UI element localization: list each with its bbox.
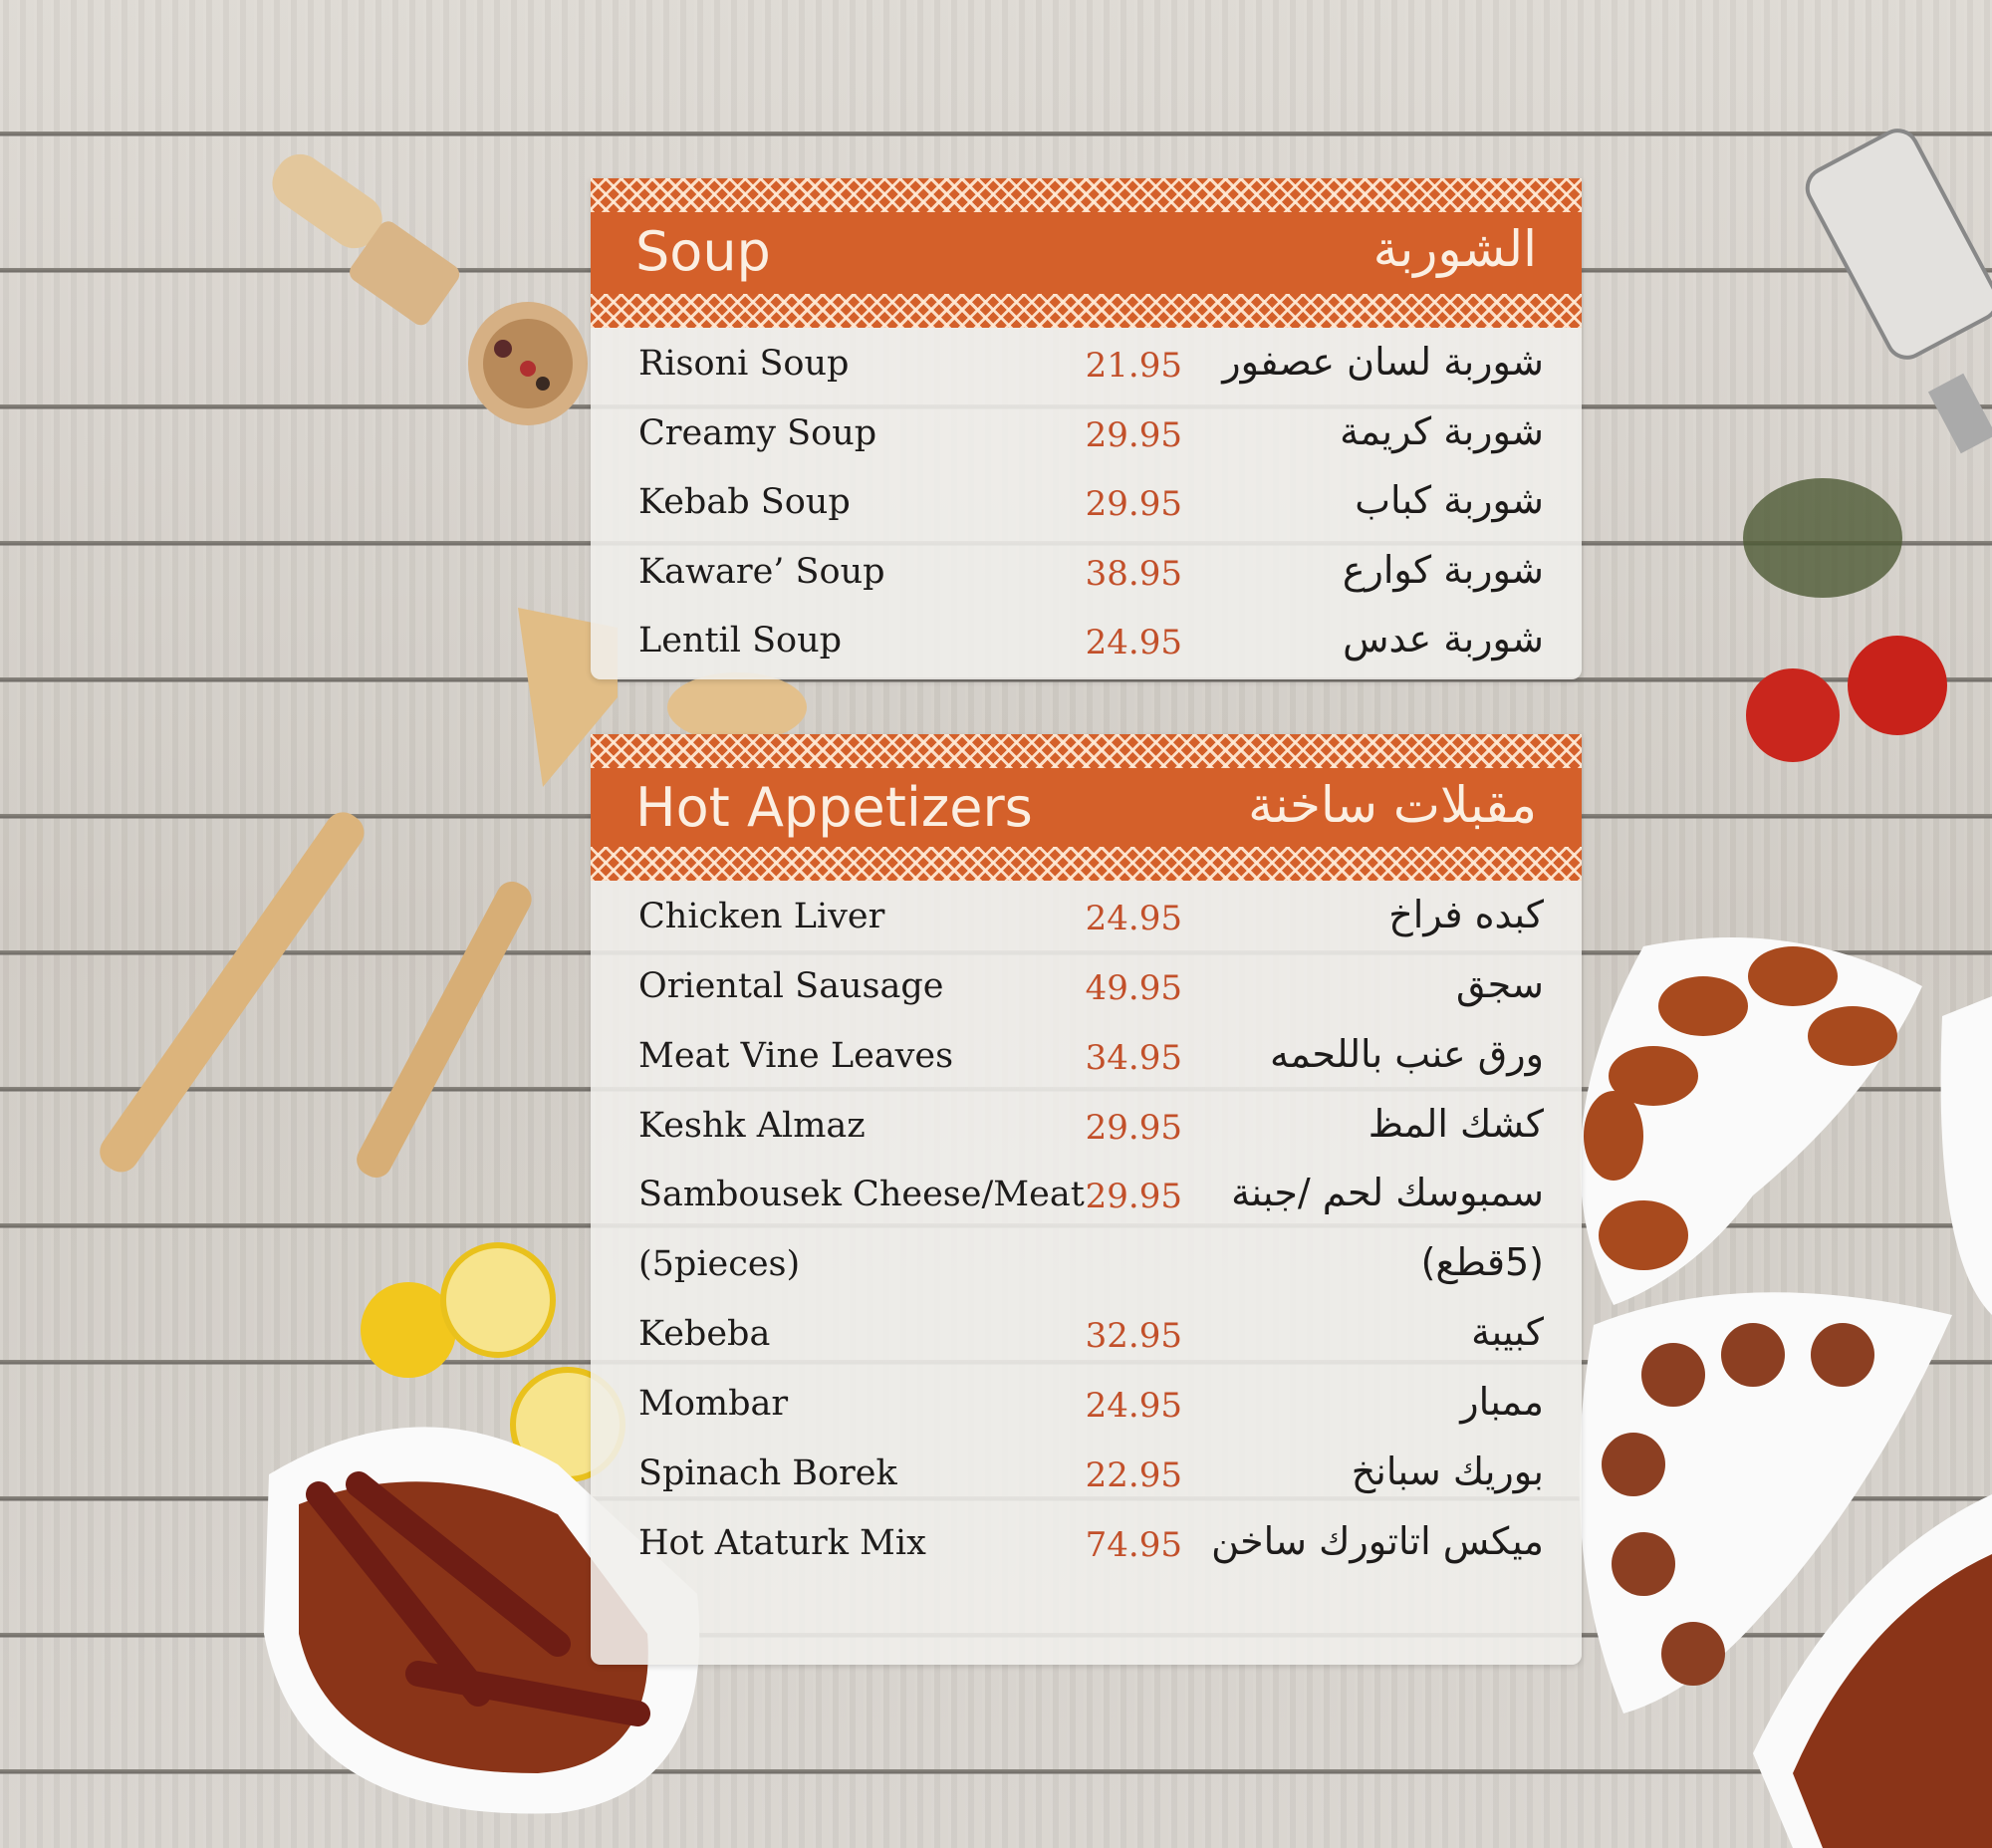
menu-section-hot-appetizers: Hot Appetizers مقبلات ساخنة Chicken Live… (591, 734, 1582, 1665)
menu-item: Meat Vine Leaves 34.95 ورق عنب باللحمه (591, 1028, 1582, 1098)
menu-item: Kebeba 32.95 كبيبة (591, 1306, 1582, 1376)
menu-section-soup: Soup الشوربة Risoni Soup 21.95 شوربة لسان … (591, 178, 1582, 679)
menu-item: Keshk Almaz 29.95 كشك المظ (591, 1098, 1582, 1168)
menu-item: Oriental Sausage 49.95 سجق (591, 958, 1582, 1028)
item-name-en: Kebeba (638, 1314, 771, 1354)
menu-item: Sambousek Cheese/Meat 29.95 سمبوسك لحم /جب… (591, 1167, 1582, 1236)
item-name-ar: ميكس اتاتورك ساخن (1211, 1519, 1544, 1563)
ornament-border (591, 734, 1582, 768)
section-header: Hot Appetizers مقبلات ساخنة (591, 734, 1582, 881)
menu-item: Mombar 24.95 ممبار (591, 1376, 1582, 1446)
item-price: 29.95 (1085, 484, 1182, 524)
menu-item-continuation: (5pieces) (5قطع) (591, 1236, 1582, 1306)
item-name-en: Meat Vine Leaves (638, 1036, 954, 1076)
item-name-en: (5pieces) (638, 1244, 801, 1284)
ornament-border (591, 847, 1582, 881)
item-price: 22.95 (1085, 1455, 1182, 1495)
item-name-en: Keshk Almaz (638, 1106, 866, 1146)
item-name-en: Sambousek Cheese/Meat (638, 1175, 1085, 1214)
item-name-ar: ورق عنب باللحمه (1270, 1032, 1544, 1076)
menu-item: Kaware’ Soup 38.95 شوربة كوارع (591, 544, 1582, 614)
section-title-ar: الشوربة (1372, 220, 1537, 278)
item-price: 29.95 (1085, 1108, 1182, 1148)
item-name-en: Risoni Soup (638, 344, 850, 384)
sausage-dish-image (264, 1427, 700, 1814)
item-name-en: Creamy Soup (638, 413, 877, 453)
item-price: 29.95 (1085, 415, 1182, 455)
item-name-ar: (5قطع) (1420, 1240, 1544, 1284)
section-title-en: Hot Appetizers (635, 776, 1033, 839)
wooden-spatula-image (100, 608, 807, 1178)
item-price: 24.95 (1085, 1386, 1182, 1426)
item-price: 38.95 (1085, 554, 1182, 594)
menu-item: Chicken Liver 24.95 كبده فراخ (591, 889, 1582, 958)
item-price: 32.95 (1085, 1316, 1182, 1356)
item-name-en: Lentil Soup (638, 621, 843, 660)
item-name-ar: ممبار (1460, 1380, 1544, 1424)
menu-item: Kebab Soup 29.95 شوربة كباب (591, 474, 1582, 544)
item-name-en: Oriental Sausage (638, 966, 944, 1006)
item-name-en: Spinach Borek (638, 1453, 897, 1493)
item-name-ar: كبيبة (1471, 1310, 1544, 1354)
item-name-en: Kebab Soup (638, 482, 851, 522)
item-price: 24.95 (1085, 623, 1182, 662)
ornament-border (591, 178, 1582, 212)
item-name-ar: سجق (1455, 962, 1544, 1006)
item-name-ar: كبده فراخ (1388, 893, 1544, 936)
herbs-image (1743, 478, 1902, 598)
ornament-border (591, 294, 1582, 328)
item-price: 74.95 (1085, 1525, 1182, 1565)
item-name-ar: شوربة عدس (1343, 617, 1544, 660)
item-name-en: Mombar (638, 1384, 789, 1424)
item-price: 24.95 (1085, 899, 1182, 938)
section-title-ar: مقبلات ساخنة (1248, 776, 1537, 834)
item-name-ar: شوربة كوارع (1342, 548, 1544, 592)
item-name-ar: كشك المظ (1368, 1102, 1544, 1146)
item-price: 29.95 (1085, 1177, 1182, 1216)
tomatoes-image (1746, 636, 1947, 762)
menu-item: Spinach Borek 22.95 بوريك سبانخ (591, 1446, 1582, 1515)
menu-item: Hot Ataturk Mix 74.95 ميكس اتاتورك ساخن (591, 1515, 1582, 1585)
menu-item: Risoni Soup 21.95 شوربة لسان عصفور (591, 336, 1582, 405)
section-header: Soup الشوربة (591, 178, 1582, 328)
item-name-en: Kaware’ Soup (638, 552, 885, 592)
item-name-ar: بوريك سبانخ (1351, 1450, 1544, 1493)
kibbeh-dishes-image (1579, 937, 1992, 1848)
salt-shaker-image (1805, 129, 1992, 454)
wooden-scoop-image (272, 153, 588, 425)
menu-item: Creamy Soup 29.95 شوربة كريمة (591, 405, 1582, 475)
item-price: 34.95 (1085, 1038, 1182, 1078)
item-name-ar: شوربة كباب (1355, 478, 1544, 522)
item-name-en: Chicken Liver (638, 897, 885, 936)
item-price: 21.95 (1085, 346, 1182, 386)
item-name-en: Hot Ataturk Mix (638, 1523, 926, 1563)
section-title-en: Soup (635, 220, 771, 283)
item-name-ar: شوربة لسان عصفور (1222, 340, 1544, 384)
item-price: 49.95 (1085, 968, 1182, 1008)
item-name-ar: سمبوسك لحم /جبنة (1231, 1171, 1544, 1214)
item-name-ar: شوربة كريمة (1340, 409, 1544, 453)
menu-item: Lentil Soup 24.95 شوربة عدس (591, 613, 1582, 682)
